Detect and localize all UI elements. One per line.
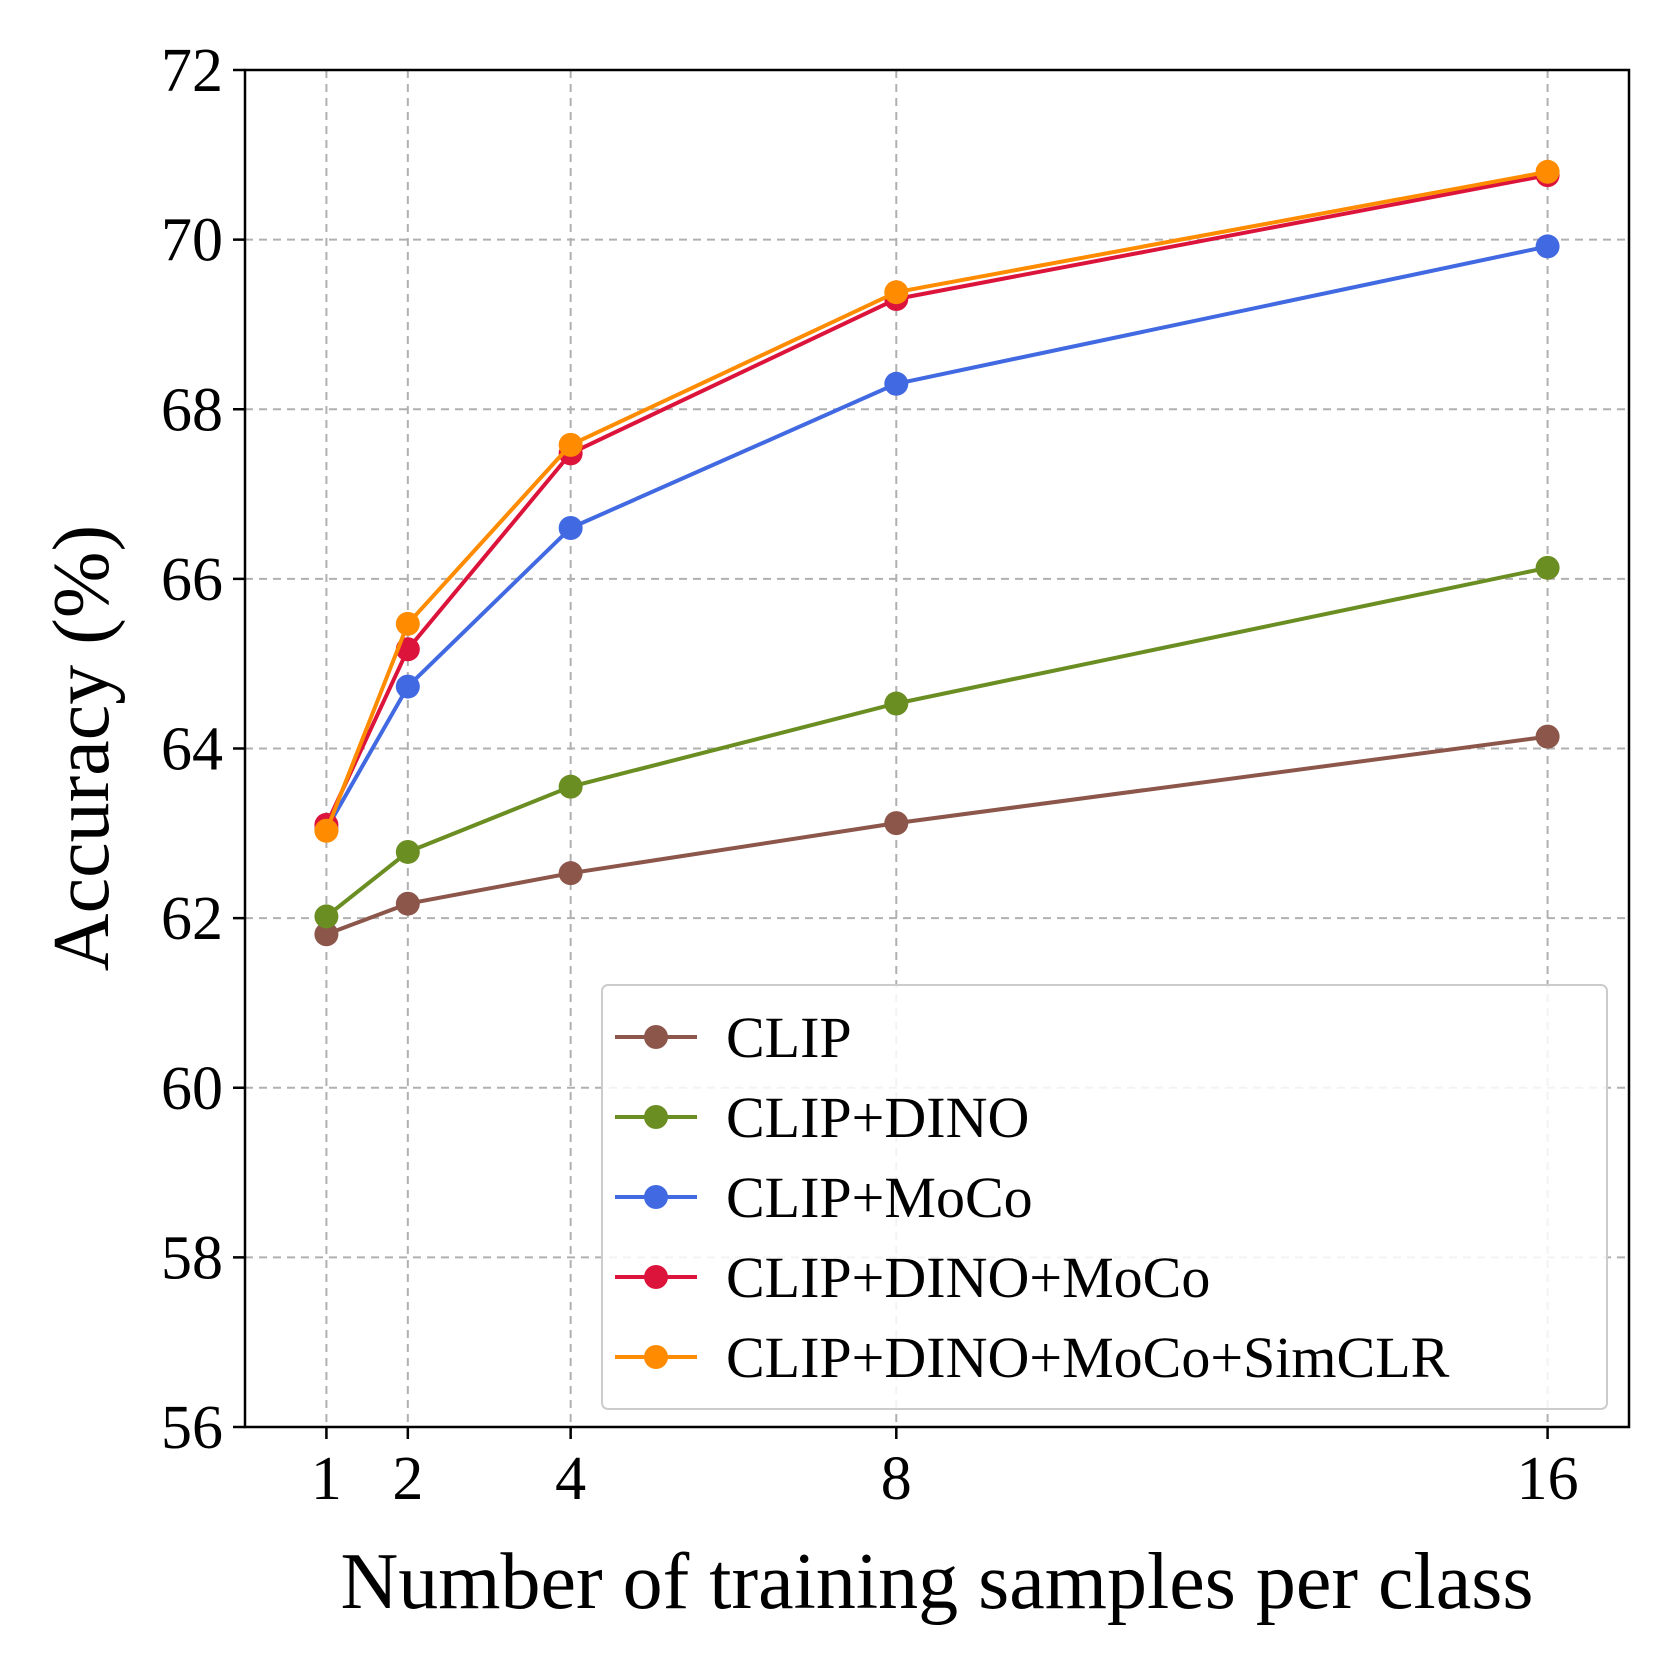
x-tick-label: 2 [392,1445,423,1513]
series-line [324,169,1548,832]
data-point [884,811,909,836]
y-tick-label: 72 [161,37,223,105]
data-point [884,280,909,305]
y-axis-label: Accuracy (%) [38,525,126,971]
series-line [325,565,1549,918]
y-tick-label: 56 [161,1394,223,1462]
data-point [1535,159,1560,184]
legend-marker [644,1185,668,1209]
legend-entries: CLIP CLIP+DINO CLIP+MoCo CLIP+DINO+MoCo CLIP… [615,1005,1450,1390]
y-tick-label: 58 [161,1224,223,1292]
data-point [558,774,583,799]
series-line [325,734,1548,937]
series-clip-dino-moco-simclr [314,159,1560,843]
data-point [395,611,420,636]
data-point [395,839,420,864]
legend-item: CLIP+DINO [615,1085,1029,1150]
x-axis-label: Number of training samples per class [340,1538,1533,1626]
data-point [314,904,339,929]
y-tick-label: 64 [161,716,223,784]
series-line [324,173,1548,826]
y-tick-label: 60 [161,1055,223,1123]
series-line [324,244,1549,831]
x-tick-label: 16 [1517,1445,1579,1513]
legend-label: CLIP+DINO [726,1085,1029,1150]
data-point [314,922,339,947]
series-clip-dino [314,555,1560,929]
data-point [1535,724,1560,749]
data-point [1535,555,1560,580]
data-point [558,861,583,886]
legend-label: CLIP+MoCo [726,1165,1033,1230]
data-point [395,891,420,916]
legend: CLIP CLIP+DINO CLIP+MoCo CLIP+DINO+MoCo CLIP… [601,984,1608,1410]
legend-label: CLIP+DINO+MoCo+SimCLR [726,1325,1450,1390]
x-tick-label: 8 [881,1445,912,1513]
legend-item: CLIP+DINO+MoCo+SimCLR [615,1325,1450,1390]
series-group [314,159,1560,947]
legend-item: CLIP [615,1005,852,1070]
legend-label: CLIP+DINO+MoCo [726,1245,1210,1310]
y-tick-label: 62 [161,885,223,953]
y-tick-label: 66 [161,546,223,614]
legend-marker [644,1345,668,1369]
x-tick-label: 4 [555,1445,586,1513]
legend-marker [644,1105,668,1129]
legend-item: CLIP+MoCo [615,1165,1033,1230]
data-point [1535,234,1560,259]
data-point [558,515,583,540]
legend-item: CLIP+DINO+MoCo [615,1245,1210,1310]
x-tick-label: 1 [311,1445,342,1513]
legend-label: CLIP [726,1005,852,1070]
axis-ticks: 1 2 4 8 16 56 58 60 62 64 66 68 70 72 [161,37,1579,1513]
legend-marker [644,1025,668,1049]
y-tick-label: 68 [161,376,223,444]
data-point [884,371,909,396]
legend-marker [644,1265,668,1289]
data-point [314,818,339,843]
y-tick-label: 70 [161,207,223,275]
series-clip-dino-moco [314,163,1560,837]
data-point [558,432,583,457]
series-clip [314,724,1560,947]
legend-frame [601,984,1608,1410]
data-point [884,691,909,716]
data-point [395,674,420,699]
